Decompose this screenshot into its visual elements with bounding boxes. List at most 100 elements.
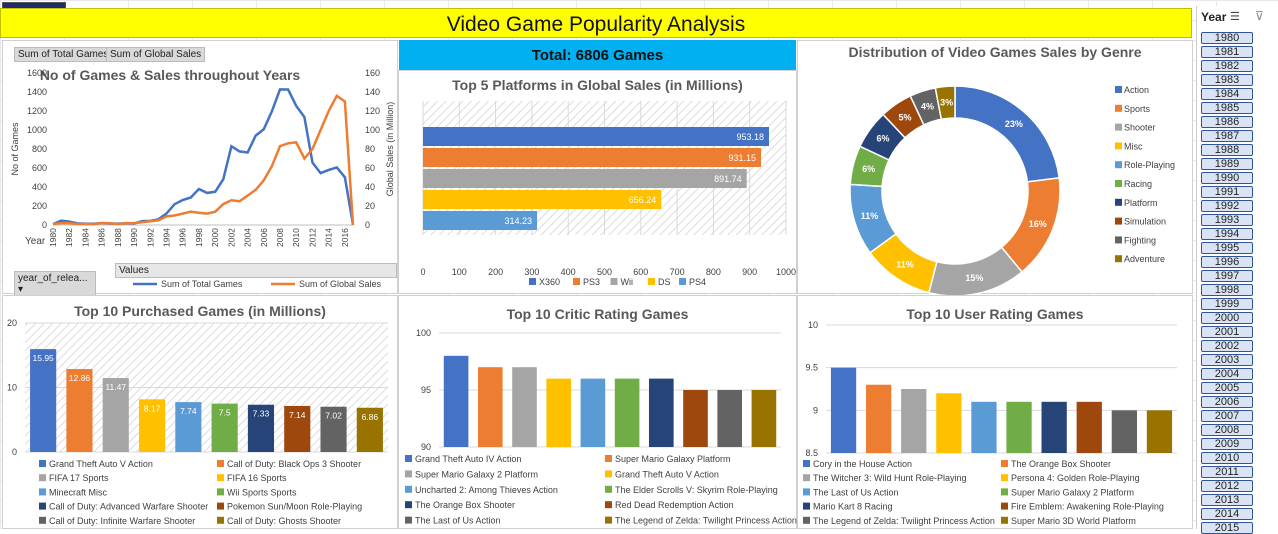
bar xyxy=(1006,401,1032,453)
legend-label: Fighting xyxy=(1124,235,1156,245)
bar-value-label: 12.86 xyxy=(69,373,91,383)
slicer-year-2000[interactable]: 2000 xyxy=(1201,312,1253,324)
slicer-year-1986[interactable]: 1986 xyxy=(1201,116,1253,128)
slicer-year-2002[interactable]: 2002 xyxy=(1201,340,1253,352)
year-slicer: Year ☰ ⊽ 1980 1981 1982 1983 1984 1985 1986 198… xyxy=(1196,6,1278,534)
multi-select-icon[interactable]: ☰ xyxy=(1230,11,1240,23)
slicer-year-2011[interactable]: 2011 xyxy=(1201,466,1253,478)
slicer-year-1995[interactable]: 1995 xyxy=(1201,242,1253,254)
x-tick-label: 2010 xyxy=(291,228,301,247)
slicer-year-2003[interactable]: 2003 xyxy=(1201,354,1253,366)
slicer-year-1999[interactable]: 1999 xyxy=(1201,298,1253,310)
bar-value-label: 7.74 xyxy=(180,406,197,416)
legend-swatch xyxy=(217,516,224,524)
y-tick-label: 9 xyxy=(813,405,818,415)
platform-bar xyxy=(423,169,747,188)
slicer-year-1980[interactable]: 1980 xyxy=(1201,32,1253,44)
year-field-dropdown[interactable]: year_of_relea... ▾ xyxy=(14,271,96,297)
y2-tick-label: 40 xyxy=(365,182,375,192)
bar xyxy=(546,378,572,447)
legend-label: The Elder Scrolls V: Skyrim Role-Playing xyxy=(615,485,778,495)
slicer-year-2012[interactable]: 2012 xyxy=(1201,480,1253,492)
x-tick-label: 1986 xyxy=(97,228,107,247)
x-tick-label: 500 xyxy=(597,267,612,277)
purchased-panel: Top 10 Purchased Games (in Millions) 0 10… xyxy=(2,295,398,529)
legend-label: Sum of Global Sales xyxy=(299,279,382,289)
total-games-label: Total: 6806 Games xyxy=(531,47,664,64)
legend-swatch xyxy=(803,502,810,510)
slicer-year-1982[interactable]: 1982 xyxy=(1201,60,1253,72)
legend-label: Super Mario 3D World Platform xyxy=(1011,516,1136,526)
slicer-year-2004[interactable]: 2004 xyxy=(1201,368,1253,380)
legend-label: Super Mario Galaxy 2 Platform xyxy=(415,469,538,479)
slicer-year-2014[interactable]: 2014 xyxy=(1201,508,1253,520)
critic-bar-chart: 90 95 100 Grand Theft Auto IV Action Super M… xyxy=(405,328,797,526)
slicer-year-1984[interactable]: 1984 xyxy=(1201,88,1253,100)
y2-tick-label: 20 xyxy=(365,201,375,211)
values-button[interactable]: Values xyxy=(115,263,397,278)
x-tick-label: 1982 xyxy=(64,228,74,247)
slicer-year-2010[interactable]: 2010 xyxy=(1201,452,1253,464)
legend-swatch xyxy=(1115,255,1122,263)
slicer-year-1989[interactable]: 1989 xyxy=(1201,158,1253,170)
slicer-year-1998[interactable]: 1998 xyxy=(1201,284,1253,296)
bar-value-label: 6.86 xyxy=(362,412,379,422)
bar xyxy=(648,378,674,447)
slice-label: 23% xyxy=(1005,119,1023,129)
slice-label: 6% xyxy=(876,134,889,144)
x-tick-label: 1996 xyxy=(178,228,188,247)
genre-chart-title: Distribution of Video Games Sales by Gen… xyxy=(848,44,1142,60)
x-tick-label: 1988 xyxy=(113,228,123,247)
legend-swatch xyxy=(1001,474,1008,482)
legend-label: Shooter xyxy=(1124,123,1156,133)
slicer-title: Year xyxy=(1201,10,1227,24)
slicer-year-2005[interactable]: 2005 xyxy=(1201,382,1253,394)
legend-label: Mario Kart 8 Racing xyxy=(813,502,893,512)
slicer-year-1988[interactable]: 1988 xyxy=(1201,144,1253,156)
slicer-year-2015[interactable]: 2015 xyxy=(1201,522,1253,534)
legend-swatch xyxy=(1115,236,1122,244)
legend-label: Super Mario Galaxy Platform xyxy=(615,454,731,464)
slicer-year-1996[interactable]: 1996 xyxy=(1201,256,1253,268)
slicer-year-1992[interactable]: 1992 xyxy=(1201,200,1253,212)
slicer-year-1991[interactable]: 1991 xyxy=(1201,186,1253,198)
legend-label: Misc xyxy=(1124,141,1143,151)
slicer-year-1981[interactable]: 1981 xyxy=(1201,46,1253,58)
slicer-year-1983[interactable]: 1983 xyxy=(1201,74,1253,86)
y-tick-label: 1200 xyxy=(27,106,47,116)
legend-label: Racing xyxy=(1124,179,1152,189)
clear-filter-icon[interactable]: ⊽ xyxy=(1255,9,1264,23)
sum-total-games-button[interactable]: Sum of Total Games xyxy=(14,47,113,62)
legend-label: DS xyxy=(658,277,671,287)
legend-swatch xyxy=(803,474,810,482)
slicer-year-1990[interactable]: 1990 xyxy=(1201,172,1253,184)
legend-swatch xyxy=(1001,502,1008,510)
slicer-year-1997[interactable]: 1997 xyxy=(1201,270,1253,282)
slicer-year-1987[interactable]: 1987 xyxy=(1201,130,1253,142)
y-tick-label: 1400 xyxy=(27,87,47,97)
y-axis-label: No of Games xyxy=(10,122,20,176)
slicer-year-1994[interactable]: 1994 xyxy=(1201,228,1253,240)
slicer-year-2006[interactable]: 2006 xyxy=(1201,396,1253,408)
legend-swatch xyxy=(1115,104,1122,112)
slicer-year-1985[interactable]: 1985 xyxy=(1201,102,1253,114)
y2-tick-label: 60 xyxy=(365,163,375,173)
legend-label: Wii Sports Sports xyxy=(227,487,297,497)
legend-swatch xyxy=(405,455,412,462)
slice-label: 16% xyxy=(1029,219,1047,229)
slicer-year-2009[interactable]: 2009 xyxy=(1201,438,1253,450)
slicer-year-1993[interactable]: 1993 xyxy=(1201,214,1253,226)
x-tick-label: 900 xyxy=(742,267,757,277)
legend-label: Pokemon Sun/Moon Role-Playing xyxy=(227,502,362,512)
bar xyxy=(866,384,892,453)
slicer-year-2013[interactable]: 2013 xyxy=(1201,494,1253,506)
legend-swatch xyxy=(217,488,224,496)
x-tick-label: 200 xyxy=(488,267,503,277)
slicer-year-2001[interactable]: 2001 xyxy=(1201,326,1253,338)
x-tick-label: 1984 xyxy=(80,228,90,247)
sum-global-sales-button[interactable]: Sum of Global Sales xyxy=(106,47,206,62)
slicer-year-2008[interactable]: 2008 xyxy=(1201,424,1253,436)
legend-label: Sum of Total Games xyxy=(161,279,243,289)
slicer-year-2007[interactable]: 2007 xyxy=(1201,410,1253,422)
bar xyxy=(175,402,202,452)
